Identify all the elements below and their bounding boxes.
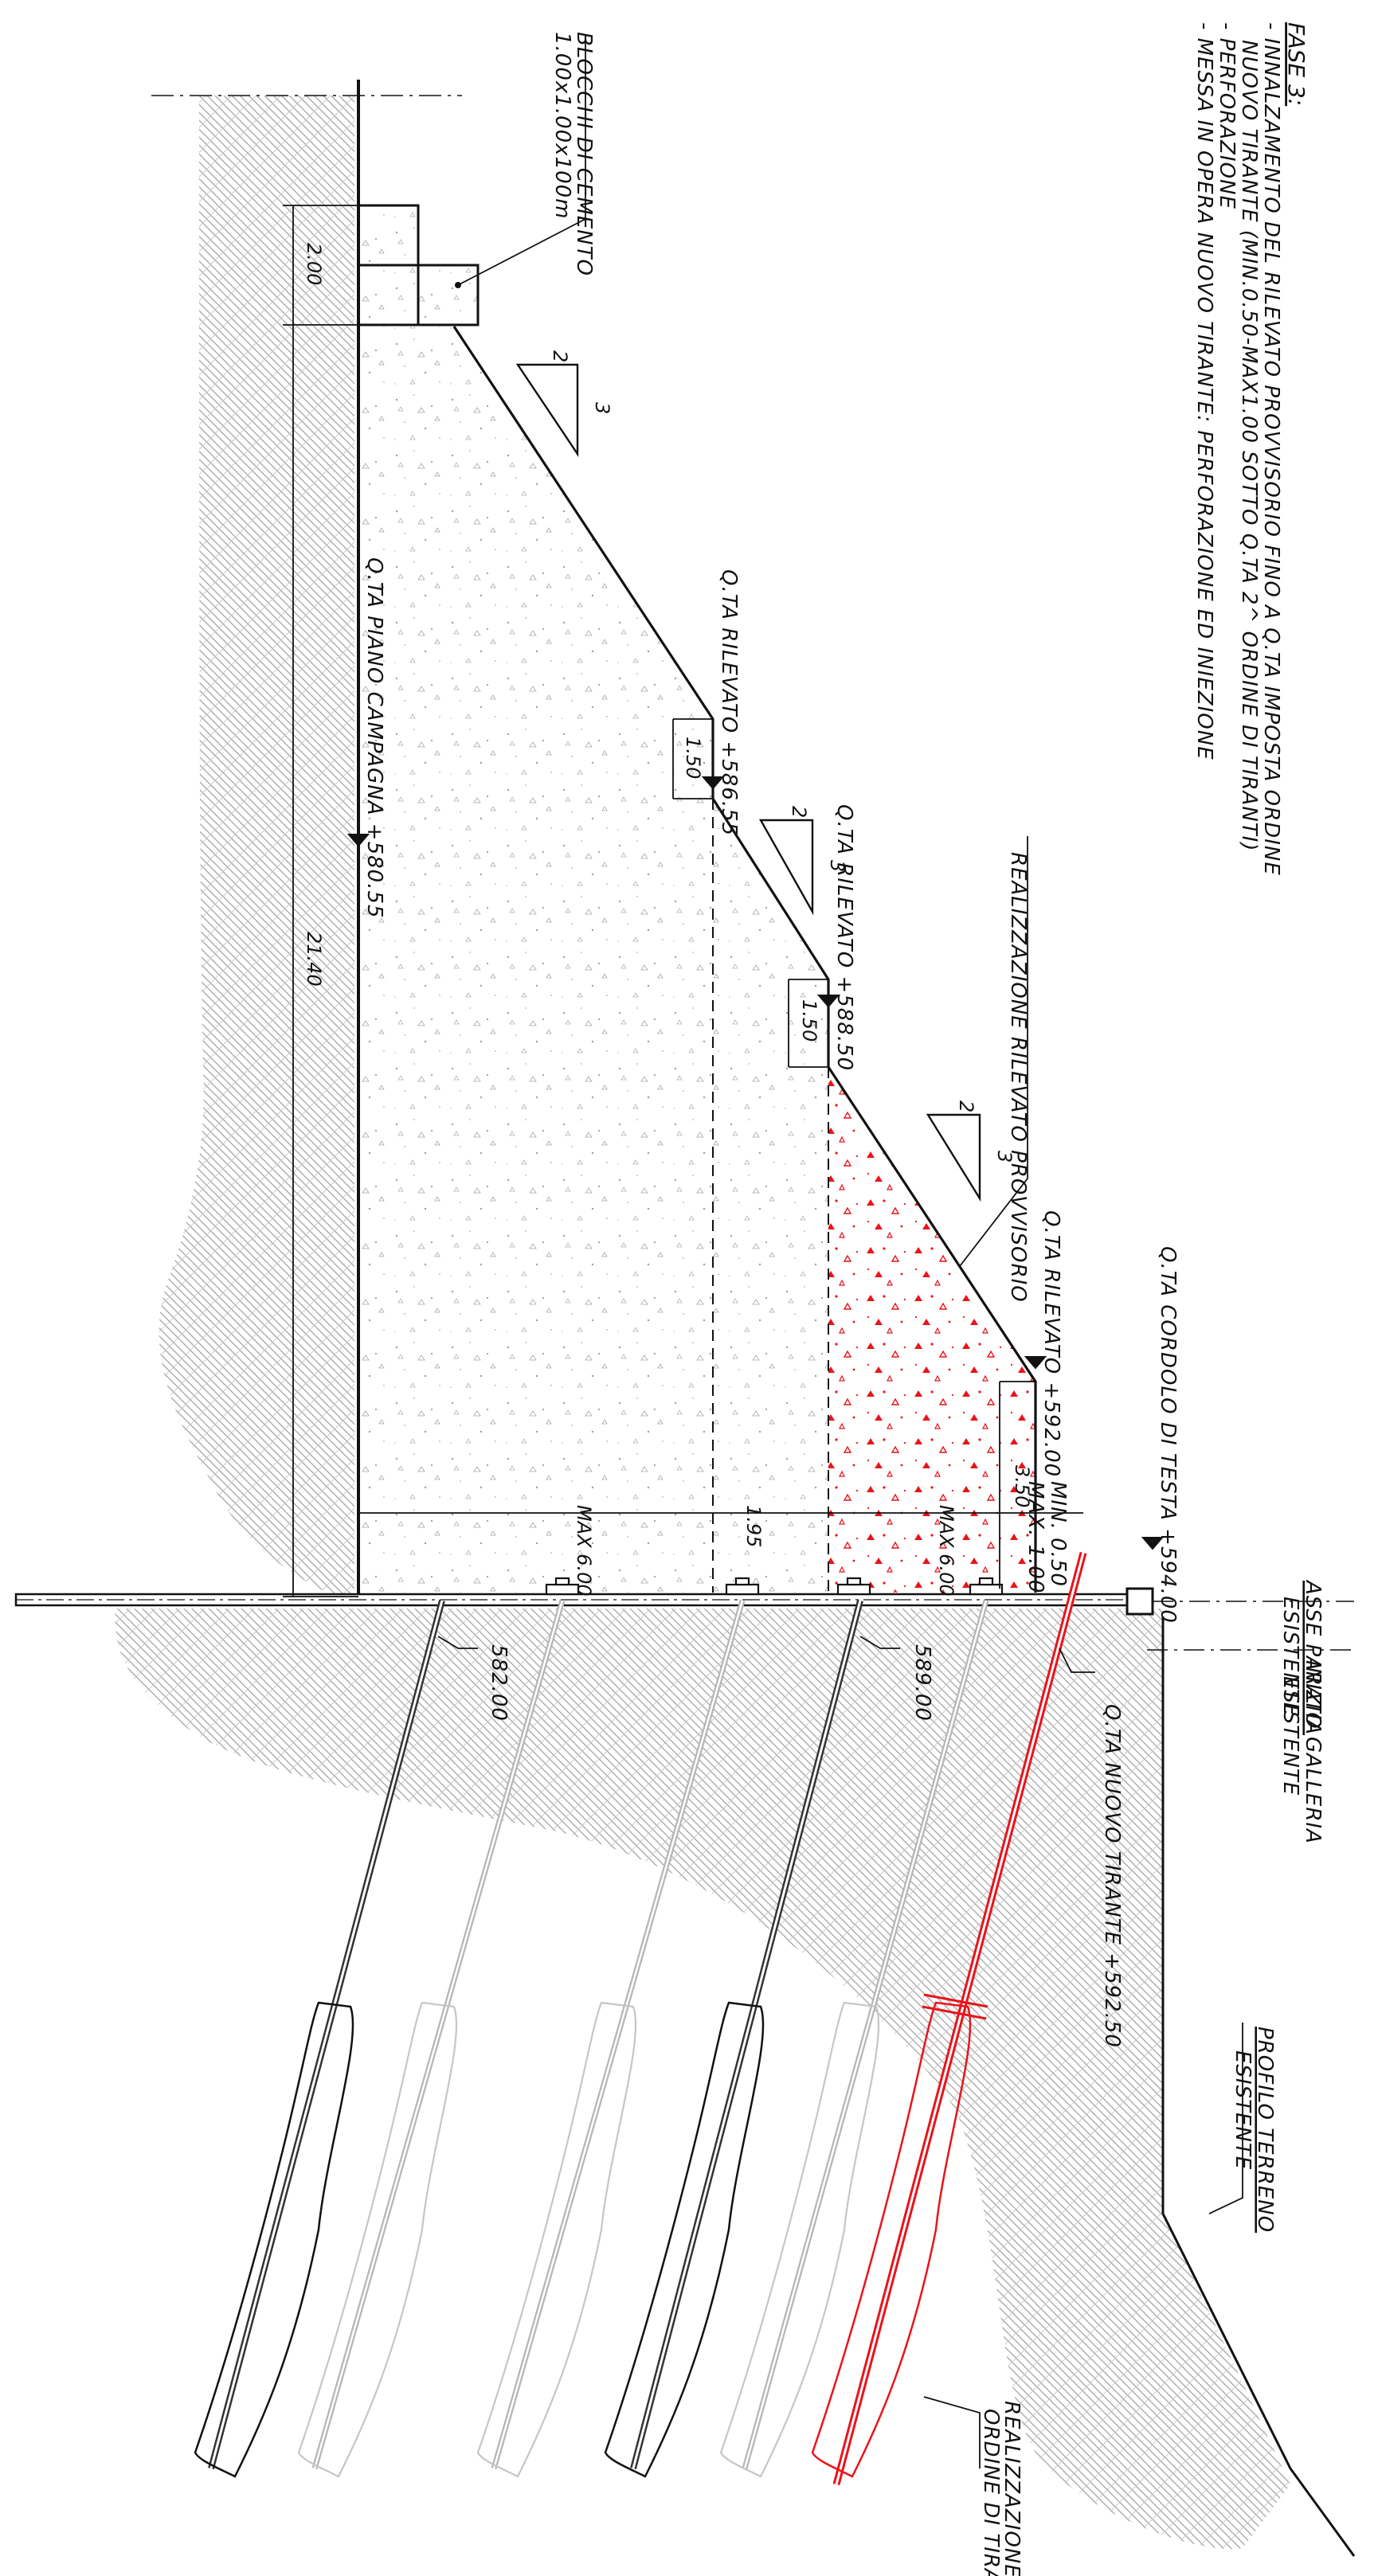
dim-1-50-a: 1.50: [682, 737, 704, 779]
existing-tendon-3-gray: [476, 1600, 746, 2478]
existing-soil-hatch: [159, 96, 354, 1599]
phase-line-4: - MESSA IN OPERA NUOVO TIRANTE: PERFORAZ…: [1192, 22, 1216, 760]
dim-1-95: 1.95: [742, 1505, 765, 1547]
cordolo-label: Q.TA CORDOLO DI TESTA +594.00: [1156, 1246, 1180, 1624]
phase-line-2: NUOVO TIRANTE (MIN.0.50-MAX1.00 SOTTO Q.…: [1237, 40, 1261, 852]
new-embankment-red-fill: [828, 1067, 1035, 1593]
slope-2-a: 2: [549, 350, 571, 362]
existing-ground-profile: [1161, 2213, 1356, 2557]
leader-lines: [437, 40, 1243, 2469]
phase-line-1: - INNALZAMENTO DEL RILEVATO PROVVISORIO …: [1259, 22, 1283, 876]
rilevato-label-3: Q.TA RILEVATO +592.00: [1039, 1210, 1063, 1477]
asse-paratia-label-1: ASSE PARATIA: [1301, 1579, 1325, 1735]
slope-3-a: 3: [591, 402, 613, 414]
profilo-terreno-label-2: ESISTENTE: [1231, 2050, 1255, 2170]
concrete-block-lower-right: [417, 264, 480, 326]
slope-3-c: 3: [993, 1151, 1016, 1163]
dim-2-00: 2.00: [303, 243, 325, 285]
realizzazione-tiranti-label-1: REALIZZAZIONE NUOVO: [1000, 2401, 1024, 2576]
slope-triangles: [515, 363, 981, 1202]
asse-paratia-label-2: ESISTENTE: [1278, 1597, 1302, 1716]
existing-tendon-2-gray: [297, 1600, 566, 2478]
piano-campagna-label: Q.TA PIANO CAMPAGNA +580.55: [362, 557, 386, 919]
concrete-block-top: [357, 204, 420, 267]
dim-21-40: 21.40: [303, 932, 325, 987]
new-tendon-red: [811, 1551, 1087, 2486]
slope-2-c: 2: [955, 1100, 977, 1112]
head-beam: [1125, 1587, 1154, 1616]
rilevato-label-2: Q.TA RILEVATO +588.50: [832, 804, 856, 1071]
concrete-block-lower-left: [357, 264, 420, 326]
dimension-lines: [283, 205, 1083, 1597]
dim-1-50-b: 1.50: [798, 999, 820, 1042]
blocks-label-1: BLOCCHI DI CEMENTO: [572, 32, 596, 276]
min-label: MIN. 0.50: [1046, 1481, 1070, 1587]
phase-title: FASE 3:: [1283, 22, 1309, 106]
slope-3-b: 3: [826, 860, 848, 872]
realizzazione-tiranti-label-2: ORDINE DI TIRANTI: [979, 2409, 1003, 2576]
inizio-galleria-label-2: ESISTENTE: [1278, 1676, 1302, 1796]
nuovo-tirante-label: Q.TA NUOVO TIRANTE +592.50: [1100, 1704, 1124, 2048]
realizzazione-rilevato-label: REALIZZAZIONE RILEVATO PROVVISORIO: [1006, 852, 1030, 1303]
elevation-582: 582.00: [487, 1644, 511, 1722]
rilevato-label-1: Q.TA RILEVATO +586.55: [717, 569, 741, 836]
elevation-589: 589.00: [910, 1644, 934, 1722]
dim-max-6-00-b: MAX 6.00: [935, 1505, 957, 1597]
slope-2-b: 2: [788, 806, 810, 818]
phase-line-3: - PERFORAZIONE: [1215, 22, 1239, 209]
dim-max-6-00-a: MAX 6.00: [573, 1505, 595, 1597]
existing-tendon-5-gray: [719, 1600, 989, 2478]
elevation-markers: [346, 776, 1165, 1550]
max-label: MAX. 1.00: [1024, 1481, 1047, 1593]
blocks-label-2: 1.00x1.00x100m: [550, 32, 574, 220]
inizio-galleria-label-1: INIZIO GALLERIA: [1301, 1660, 1325, 1844]
existing-tendon-4: [604, 1599, 863, 2478]
existing-tendon-1: [194, 1599, 445, 2478]
profilo-terreno-label-1: PROFILO TERRENO: [1253, 2027, 1277, 2233]
dim-3-50: 3.50: [1011, 1465, 1033, 1507]
anchor-heads: [545, 1577, 1004, 1596]
soil-below-wall-hatch: [115, 1609, 1291, 2550]
